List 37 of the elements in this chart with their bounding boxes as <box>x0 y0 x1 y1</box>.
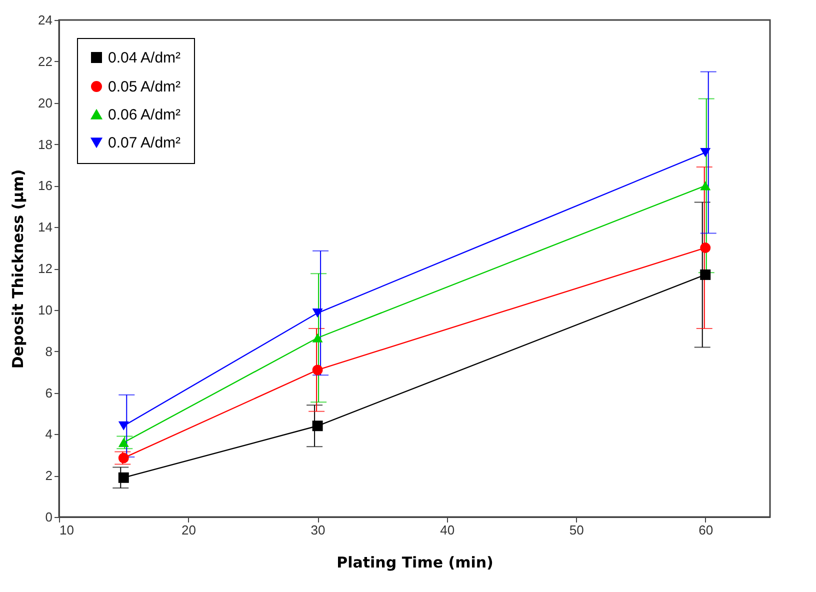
x-axis-title: Plating Time (min) <box>336 554 494 572</box>
y-tick-label: 14 <box>38 220 52 235</box>
legend-label: 0.07 A/dm² <box>108 134 181 152</box>
y-tick-label: 0 <box>45 510 52 524</box>
y-tick-label: 10 <box>38 302 52 318</box>
legend-label: 0.05 A/dm² <box>108 78 181 96</box>
y-tick-label: 4 <box>45 426 52 442</box>
x-tick-label: 60 <box>698 522 714 538</box>
x-tick-label: 40 <box>440 522 455 538</box>
x-tick-label: 10 <box>60 522 74 538</box>
y-tick-label: 8 <box>45 344 52 359</box>
y-tick-label: 6 <box>45 385 52 400</box>
y-axis-title: Deposit Thickness (µm) <box>9 169 28 369</box>
point <box>118 472 129 483</box>
point <box>118 421 129 430</box>
point <box>312 333 323 342</box>
x-tick-label: 20 <box>182 522 196 538</box>
y-tick-label: 18 <box>38 136 52 152</box>
point <box>700 181 711 190</box>
legend-label: 0.06 A/dm² <box>108 106 181 124</box>
y-tick-label: 22 <box>38 54 52 69</box>
y-tick-label: 2 <box>45 468 52 484</box>
point <box>700 269 711 280</box>
y-tick-label: 12 <box>38 261 52 276</box>
point <box>118 452 129 464</box>
point <box>312 420 323 432</box>
y-tick-label: 16 <box>38 178 52 194</box>
y-tick-label: 24 <box>38 12 52 28</box>
point <box>118 438 129 447</box>
point <box>312 308 323 318</box>
point <box>312 364 323 376</box>
point <box>700 242 711 254</box>
legend-label: 0.04 A/dm² <box>108 50 181 66</box>
x-tick-label: 30 <box>310 522 326 538</box>
y-tick-label: 20 <box>38 95 52 110</box>
x-tick-label: 50 <box>569 522 584 538</box>
point <box>700 148 711 158</box>
